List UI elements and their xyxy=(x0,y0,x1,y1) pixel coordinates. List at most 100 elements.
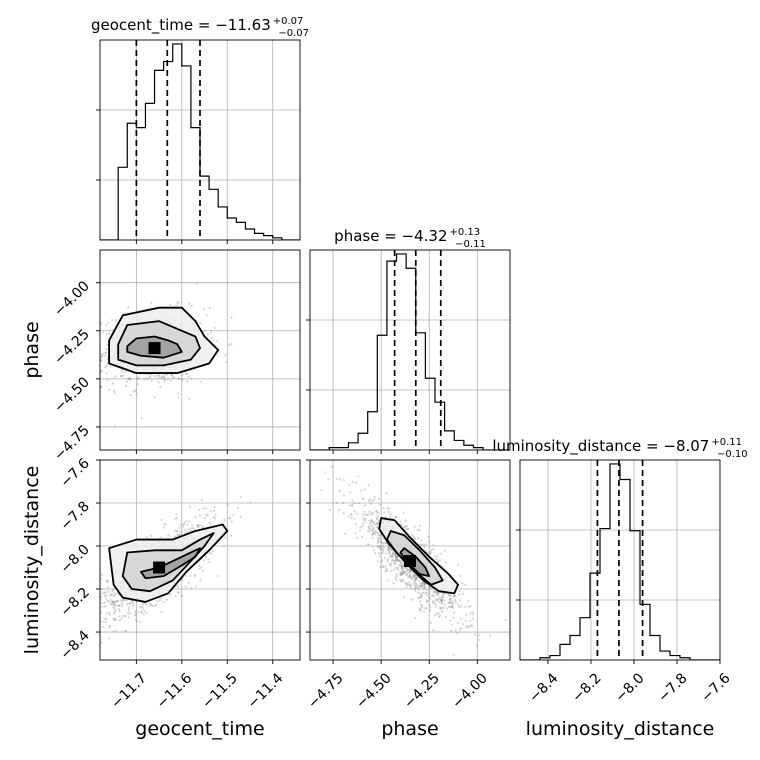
sample-point xyxy=(405,574,408,577)
sample-point xyxy=(361,497,364,500)
sample-point xyxy=(415,576,418,579)
sample-point xyxy=(445,607,449,610)
sample-point xyxy=(379,534,383,538)
sample-point xyxy=(448,619,451,622)
sample-point xyxy=(392,568,396,571)
sample-point xyxy=(394,555,398,558)
sample-point xyxy=(154,605,157,608)
sample-point xyxy=(426,599,429,602)
sample-point xyxy=(418,543,421,546)
sample-point xyxy=(100,611,103,614)
sample-point xyxy=(204,507,207,510)
sample-point xyxy=(428,609,431,612)
sample-point xyxy=(108,637,111,640)
sample-point xyxy=(408,574,411,577)
sample-point xyxy=(160,611,163,614)
sample-point xyxy=(118,619,122,622)
sample-point xyxy=(429,621,432,625)
sample-point xyxy=(213,506,216,509)
sample-point xyxy=(425,543,428,546)
sample-point xyxy=(159,385,162,389)
sample-point xyxy=(129,394,132,397)
sample-point xyxy=(128,602,131,605)
sample-point xyxy=(356,536,359,539)
sample-point xyxy=(210,552,213,555)
sample-point xyxy=(373,495,376,499)
sample-point xyxy=(396,555,399,558)
sample-point xyxy=(170,374,173,377)
sample-point xyxy=(414,616,417,620)
sample-point xyxy=(423,586,426,589)
sample-point xyxy=(388,552,391,556)
sample-point xyxy=(402,570,405,573)
sample-point xyxy=(177,534,180,537)
sample-point xyxy=(432,544,435,547)
sample-point xyxy=(395,559,398,562)
sample-point xyxy=(399,572,403,576)
sample-point xyxy=(420,603,423,607)
sample-point xyxy=(415,582,418,585)
sample-point xyxy=(111,600,115,604)
sample-point xyxy=(202,559,206,562)
sample-point xyxy=(440,600,443,603)
sample-point xyxy=(439,598,442,601)
sample-point xyxy=(410,587,413,590)
sample-point xyxy=(180,594,183,597)
sample-point xyxy=(412,574,415,577)
sample-point xyxy=(386,558,390,561)
sample-point xyxy=(148,375,151,378)
sample-point xyxy=(371,533,374,536)
sample-point xyxy=(100,359,102,363)
sample-point xyxy=(400,567,403,570)
sample-point xyxy=(394,553,397,556)
sample-point xyxy=(117,604,120,607)
sample-point xyxy=(173,535,177,538)
sample-point xyxy=(395,558,398,561)
sample-point xyxy=(468,625,471,628)
sample-point xyxy=(181,378,184,382)
sample-point xyxy=(127,612,130,615)
sample-point xyxy=(403,525,406,529)
sample-point xyxy=(158,375,162,378)
sample-point xyxy=(412,573,416,576)
sample-point xyxy=(202,525,205,528)
sample-point xyxy=(386,548,389,551)
sample-point xyxy=(414,577,417,580)
title-luminosity-distance: luminosity_distance = −8.07 +0.11 −0.10 xyxy=(492,437,747,460)
sample-point xyxy=(458,590,461,593)
sample-point xyxy=(392,551,395,555)
sample-point xyxy=(111,318,114,321)
sample-point xyxy=(163,378,166,381)
sample-point xyxy=(440,602,443,605)
sample-point xyxy=(100,355,103,358)
sample-point xyxy=(397,560,400,563)
sample-point xyxy=(159,536,163,539)
sample-point xyxy=(389,562,393,565)
sample-point xyxy=(208,551,211,555)
sample-point xyxy=(471,611,474,614)
sample-point xyxy=(433,590,436,593)
sample-point xyxy=(106,580,109,583)
y-axis-label-phase: phase xyxy=(21,321,43,378)
panel-frame-2-1 xyxy=(309,459,511,661)
sample-point xyxy=(330,465,333,469)
sample-point xyxy=(131,600,134,603)
sample-point xyxy=(178,532,181,536)
sample-point xyxy=(163,376,166,379)
sample-point xyxy=(396,556,399,560)
sample-point xyxy=(176,530,179,533)
sample-point xyxy=(371,528,374,531)
sample-point xyxy=(349,491,352,494)
sample-point xyxy=(176,585,179,588)
sample-point xyxy=(441,595,444,598)
sample-point xyxy=(377,534,380,537)
contour-2-0-2 xyxy=(108,523,229,603)
sample-point xyxy=(125,599,129,602)
sample-point xyxy=(101,592,104,595)
sample-point xyxy=(104,351,107,354)
sample-point xyxy=(353,502,356,505)
sample-point xyxy=(227,503,230,506)
sample-point xyxy=(451,606,455,609)
sample-point xyxy=(212,515,215,519)
sample-point xyxy=(169,379,172,382)
